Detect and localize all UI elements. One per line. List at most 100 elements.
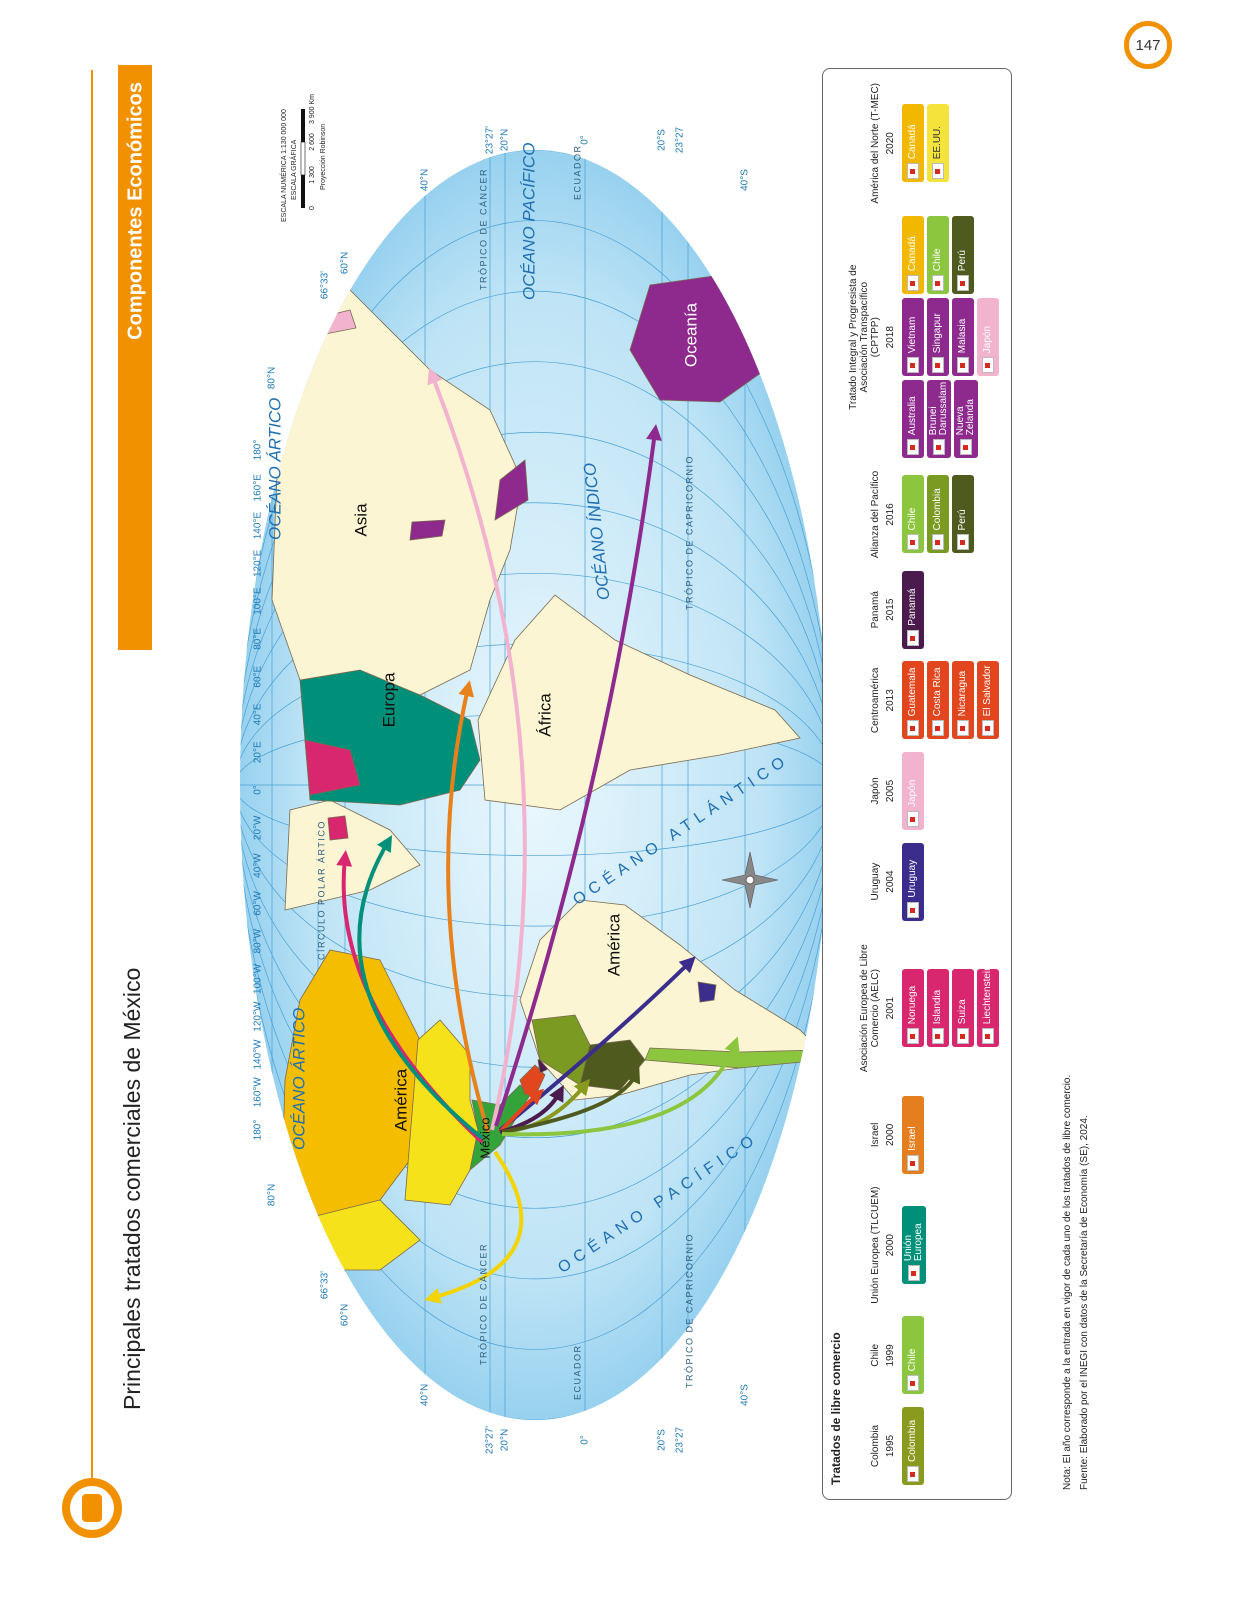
country-column: Panamá — [902, 570, 924, 649]
flag — [932, 720, 944, 737]
arctic-circle-label: CÍRCULO POLAR ÁRTICO — [316, 820, 326, 960]
country-name: Japón — [982, 325, 993, 354]
norway — [304, 739, 361, 796]
capricorn-label: TRÓPICO DE CAPRICORNIO — [684, 1233, 694, 1388]
country-name: Australia — [907, 396, 918, 436]
treaty-name: Centroamérica — [870, 667, 881, 734]
longitude-label: 60°W — [253, 890, 264, 915]
treaty-year: 2018 — [885, 326, 896, 349]
country-column: Canadá Chile Perú — [902, 216, 999, 295]
country-column: Noruega Islandia Suiza Liechtenstein — [902, 965, 999, 1048]
treaty-name: América del Norte (T-MEC) — [870, 83, 881, 204]
treaty-name: Japón — [870, 777, 881, 805]
treaty-year: 2000 — [885, 1234, 896, 1257]
country-column: Japón — [902, 751, 924, 830]
treaty-name: Panamá — [870, 591, 881, 629]
country-chip: Nicaragua — [952, 661, 974, 740]
country-chip: El Salvador — [977, 661, 999, 740]
country-name: Liechtenstein — [982, 965, 993, 1025]
treaty-countries: Unión Europea — [902, 1206, 926, 1285]
latitude-label: 80°N — [267, 367, 278, 389]
trade-arrows — [336, 367, 740, 1304]
treaty-countries: Colombia — [902, 1407, 924, 1485]
country-name: Islandia — [932, 989, 943, 1025]
longitude-label: 100°W — [253, 963, 264, 994]
country-column: Vietnam Singapur Malasia Japón — [902, 298, 999, 377]
flag — [907, 810, 919, 827]
trade-arrow — [427, 367, 527, 1131]
treaty-year: 2001 — [885, 997, 896, 1020]
longitude-label: 0° — [253, 785, 264, 795]
scale-numeric: ESCALA NUMÉRICA 1:130 000 000 — [279, 109, 288, 222]
country-name: Colombia — [907, 1419, 918, 1462]
flag — [982, 720, 994, 737]
country-name: Uruguay — [907, 859, 918, 898]
country-chip: Uruguay — [902, 842, 924, 921]
longitude-label: 140°E — [253, 512, 264, 540]
treaty: Israel 2000 Israel — [845, 1095, 924, 1174]
latitude-label: 20°N — [500, 129, 511, 151]
country-chip: Japón — [902, 751, 924, 830]
treaty-name: Colombia — [870, 1424, 881, 1468]
country-chip: Colombia — [902, 1407, 924, 1485]
country-name: Israel — [907, 1126, 918, 1151]
scale-segment — [300, 141, 306, 176]
trade-arrow — [494, 424, 662, 1127]
flag — [907, 629, 919, 646]
treaty-year: 2000 — [885, 1123, 896, 1146]
flag — [907, 1466, 919, 1482]
legend-groups: Colombia 1995 Colombia Chile 1999 Chile Unión … — [845, 83, 999, 1485]
flag — [907, 357, 919, 374]
country-chip: Japón — [977, 298, 999, 377]
trade-arrow — [501, 1066, 641, 1134]
treaty: Unión Europea (TLCUEM) 2000 Unión Europea — [845, 1186, 926, 1304]
treaty: Tratado Integral y Progresista de Asocia… — [845, 216, 999, 459]
country-chip: Costa Rica — [927, 661, 949, 740]
vietnam — [409, 519, 446, 541]
note: Nota: El año corresponde a la entrada en… — [1062, 1074, 1073, 1490]
compass-center — [745, 875, 755, 885]
trade-arrow — [446, 680, 490, 1133]
longitude-label: 20°E — [253, 741, 264, 763]
latitude-label: 60°N — [340, 1304, 351, 1326]
country-column: Guatemala Costa Rica Nicaragua El Salvador — [902, 661, 999, 740]
country-chip: Islandia — [927, 969, 949, 1048]
scale-tick-label: 0 — [309, 206, 316, 210]
cancer-label: TRÓPICO DE CÁNCER — [478, 1243, 488, 1365]
compass — [721, 851, 779, 909]
legend-title: Tratados de libre comercio — [829, 1332, 843, 1485]
longitude-label: 180° — [253, 440, 264, 461]
country-chip: Chile — [927, 216, 949, 295]
latitude-label: 40°S — [740, 1384, 751, 1406]
treaty-year: 2013 — [885, 689, 896, 712]
treaty-name: Uruguay — [870, 862, 881, 901]
treaty-year: 2016 — [885, 503, 896, 526]
capricorn-label: TRÓPICO DE CAPRICORNIO — [684, 455, 694, 610]
longitude-label: 80°E — [253, 628, 264, 650]
country-chip: Chile — [902, 1316, 924, 1395]
scale-ticks: 0 1 300 2 600 3 900 Km — [309, 94, 316, 210]
map-scale: ESCALA NUMÉRICA 1:130 000 000 ESCALA GRÁ… — [279, 94, 327, 222]
flag — [908, 1265, 920, 1282]
flag — [932, 163, 944, 180]
treaty: Colombia 1995 Colombia — [845, 1407, 924, 1485]
longitude-label: 40°W — [253, 853, 264, 878]
country-name: Nueva Zelanda — [955, 399, 976, 436]
treaty-countries: Chile Colombia Perú — [902, 475, 974, 554]
scale-tick-label: 3 900 Km — [309, 94, 316, 124]
flag — [957, 357, 969, 374]
country-name: Suiza — [957, 999, 968, 1025]
scale-tick-label: 2 600 — [309, 133, 316, 151]
iceland — [327, 815, 349, 841]
scale-graphic: ESCALA GRÁFICA — [289, 139, 298, 200]
flag — [907, 901, 919, 918]
country-column: Colombia — [902, 1407, 924, 1485]
ocean-label: OCÉANO ÁRTICO — [289, 1008, 308, 1150]
flag — [907, 1375, 919, 1392]
scale-tick-label: 1 300 — [309, 166, 316, 184]
country-name: Japón — [907, 779, 918, 807]
flag — [907, 720, 919, 737]
treaty-year: 2005 — [885, 779, 896, 803]
longitude-label: 120°W — [253, 1001, 264, 1032]
